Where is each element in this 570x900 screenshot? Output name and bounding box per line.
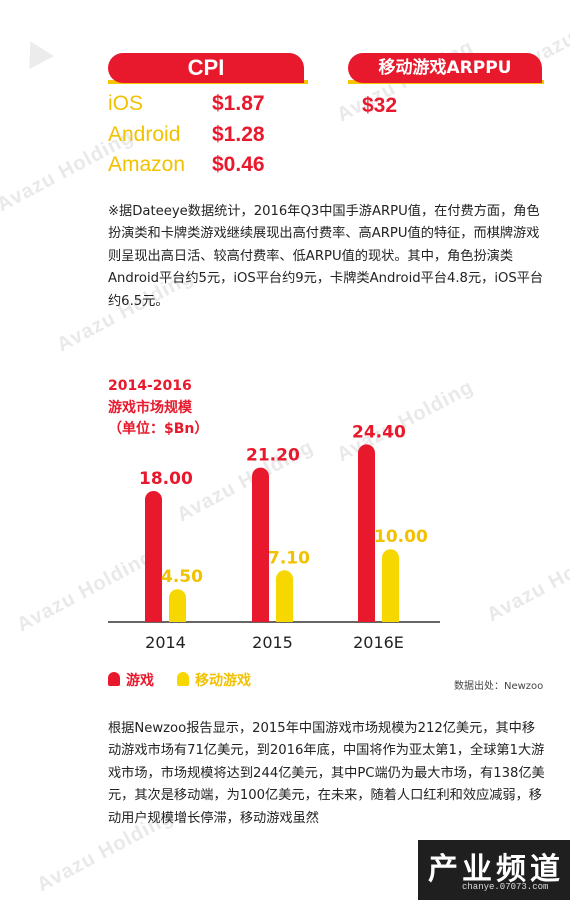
data-label-mobile-2014: 4.50 <box>161 567 203 587</box>
x-tick-2014: 2014 <box>145 633 186 652</box>
legend-label-mobile: 移动游戏 <box>195 673 251 689</box>
x-tick-2016E: 2016E <box>353 633 404 652</box>
market-paragraph: 根据Newzoo报告显示，2015年中国游戏市场规模为212亿美元，其中移动游戏… <box>108 721 545 826</box>
chart-title-years: 2014-2016 <box>108 378 192 394</box>
data-label-mobile-2015: 7.10 <box>268 548 310 568</box>
chart-unit: （单位：$Bn） <box>108 421 209 437</box>
bar-games-2015 <box>252 467 269 622</box>
legend-swatch-mobile <box>177 672 189 686</box>
data-label-mobile-2016E: 10.00 <box>374 527 428 547</box>
legend-swatch-games <box>108 672 120 686</box>
bar-chart: 18.00 4.50 2014 21.20 7.10 2015 24.40 10.00 2016… <box>108 422 440 652</box>
bar-games-2016E <box>358 444 375 622</box>
legend-label-games: 游戏 <box>126 673 154 689</box>
data-label-games-2014: 18.00 <box>139 469 193 489</box>
x-tick-2015: 2015 <box>252 633 293 652</box>
cpi-platform-amazon: Amazon <box>108 153 186 176</box>
cpi-header: CPI <box>108 53 304 83</box>
data-label-games-2015: 21.20 <box>246 446 300 466</box>
arppu-header: 移动游戏ARPPU <box>348 53 542 83</box>
logo-url: chanye.07073.com <box>462 882 549 892</box>
cpi-price-amazon: $0.46 <box>212 153 265 176</box>
cpi-price-android: $1.28 <box>212 123 265 146</box>
cpi-price-ios: $1.87 <box>212 92 265 115</box>
bar-mobile-2014 <box>169 589 186 622</box>
cpi-platform-android: Android <box>108 123 181 146</box>
arppu-value: $32 <box>362 94 398 117</box>
bar-mobile-2016E <box>382 549 399 622</box>
data-label-games-2016E: 24.40 <box>352 422 406 442</box>
cpi-platform-ios: iOS <box>108 92 144 115</box>
data-source: 数据出处：Newzoo <box>454 681 544 692</box>
channel-logo: 产业频道 chanye.07073.com <box>418 840 570 900</box>
note-paragraph: ※据Dateeye数据统计，2016年Q3中国手游ARPU值，在付费方面，角色扮… <box>108 204 544 309</box>
logo-text: 产业频道 <box>428 852 564 887</box>
bar-games-2014 <box>145 490 162 622</box>
chart-title: 游戏市场规模 <box>108 400 192 416</box>
bar-mobile-2015 <box>276 570 293 622</box>
